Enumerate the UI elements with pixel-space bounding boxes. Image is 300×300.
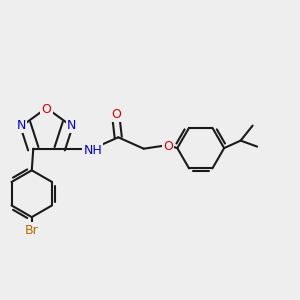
Text: O: O [111, 108, 121, 121]
Text: O: O [42, 103, 51, 116]
Text: N: N [67, 118, 76, 131]
Text: Br: Br [25, 224, 39, 236]
Text: O: O [163, 140, 173, 153]
Text: N: N [17, 118, 26, 131]
Text: NH: NH [83, 144, 102, 157]
